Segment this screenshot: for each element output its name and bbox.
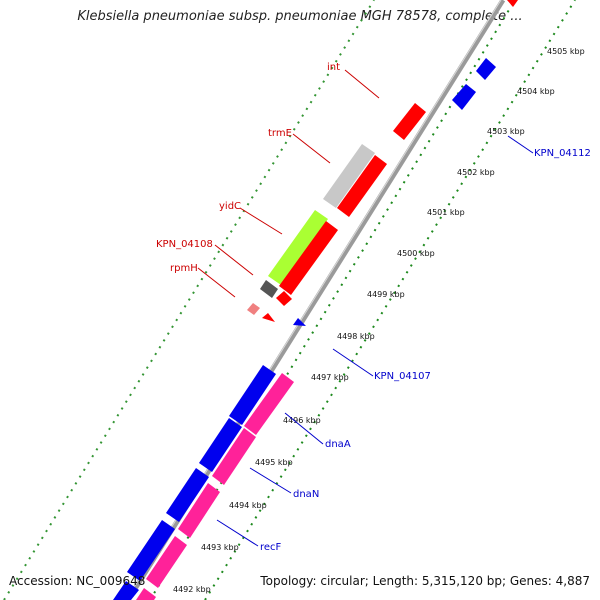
gene-red-d[interactable] [276, 291, 292, 306]
gene-blue-5[interactable] [113, 581, 139, 600]
gene-pink-2[interactable] [212, 428, 256, 485]
kbp-label: 4501 kbp [427, 208, 465, 217]
label-recF[interactable]: recF [260, 542, 282, 553]
kbp-label: 4500 kbp [397, 249, 435, 258]
gene-blue-3[interactable] [166, 468, 209, 522]
gene-KPN_04107[interactable] [293, 318, 306, 326]
gene-blue-top[interactable] [476, 58, 496, 80]
gene-pink-3[interactable] [178, 483, 220, 538]
gene-pink-1[interactable] [244, 373, 294, 435]
kbp-label: 4497 kbp [311, 373, 349, 382]
kbp-label: 4505 kbp [547, 47, 585, 56]
label-dnaN[interactable]: dnaN [293, 489, 319, 500]
label-trmE[interactable]: trmE [268, 128, 292, 139]
label-KPN_04108[interactable]: KPN_04108 [156, 239, 213, 250]
gene-red-a[interactable] [393, 103, 426, 140]
kbp-label: 4504 kbp [517, 87, 555, 96]
map-title: Klebsiella pneumoniae subsp. pneumoniae … [77, 9, 523, 24]
gene-red-c[interactable] [279, 221, 338, 295]
gene-features [113, 0, 518, 600]
gene-KPN_04108[interactable] [260, 280, 278, 298]
label-KPN_04107[interactable]: KPN_04107 [374, 371, 431, 382]
gene-blue-4[interactable] [127, 520, 175, 581]
label-rpmH[interactable]: rpmH [170, 263, 198, 274]
gene-labels: int trmE yidC KPN_04108 rpmH KPN_04112 K… [156, 62, 591, 553]
gene-red-b[interactable] [337, 155, 387, 217]
gene-yidC[interactable] [268, 210, 328, 285]
gene-KPN_04112[interactable] [452, 84, 476, 110]
genome-summary-text: Topology: circular; Length: 5,315,120 bp… [260, 574, 590, 588]
label-KPN_04112[interactable]: KPN_04112 [534, 148, 591, 159]
gene-pink-5[interactable] [136, 588, 156, 600]
label-dnaA[interactable]: dnaA [325, 439, 351, 450]
label-yidC[interactable]: yidC [219, 201, 241, 212]
kbp-label: 4502 kbp [457, 168, 495, 177]
gene-int[interactable] [507, 0, 518, 7]
accession-text: Accession: NC_009648 [9, 574, 146, 588]
gene-pink-4[interactable] [146, 536, 187, 588]
kbp-label: 4492 kbp [173, 585, 211, 594]
kbp-label: 4503 kbp [487, 127, 525, 136]
kbp-axis: 4492 kbp 4493 kbp 4494 kbp 4495 kbp 4496… [173, 47, 585, 594]
gene-red-e[interactable] [262, 313, 275, 322]
tick-track-far [3, 0, 375, 600]
gene-rpmH[interactable] [247, 303, 260, 315]
kbp-label: 4496 kbp [283, 416, 321, 425]
gene-blue-2[interactable] [199, 418, 242, 472]
kbp-label: 4498 kbp [337, 332, 375, 341]
kbp-label: 4493 kbp [201, 543, 239, 552]
gene-blue-1[interactable] [229, 365, 276, 425]
kbp-label: 4495 kbp [255, 458, 293, 467]
tick-track-outer [204, 0, 576, 600]
kbp-label: 4494 kbp [229, 501, 267, 510]
gene-trmE[interactable] [323, 144, 375, 208]
kbp-label: 4499 kbp [367, 290, 405, 299]
label-leaders [197, 69, 534, 547]
label-int[interactable]: int [327, 62, 340, 73]
